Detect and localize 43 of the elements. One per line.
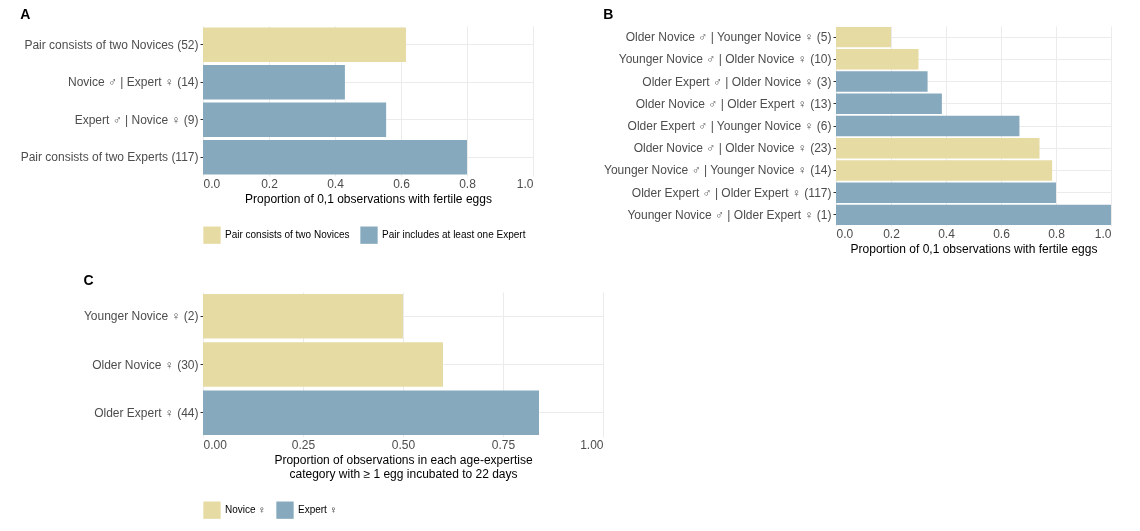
y-tick-label: Younger Novice ♂ | Younger Novice ♀ (14) [604,163,832,178]
x-tick-label: 0.6 [993,226,1011,241]
x-tick-label: 1.00 [580,437,604,452]
x-tick-label: 0.8 [1048,226,1066,241]
x-axis-title: Proportion of observations in each age-expertise category with ≥ 1 egg incubated to 22 days [274,452,533,481]
x-tick-label: 0.2 [883,226,901,241]
x-tick-label: 0.6 [393,176,411,191]
text: C [83,272,94,288]
legend-label: Pair includes at least one Expert [382,229,526,241]
y-tick-label: Older Novice ♂ | Older Expert ♀ (13) [635,96,832,111]
y-tick-label: Younger Novice ♂ | Older Expert ♀ (1) [627,207,832,222]
y-tick-label: Expert ♂ | Novice ♀ (9) [74,112,199,127]
x-tick-label: 0.00 [203,437,228,452]
x-tick-label: 1.0 [1094,226,1112,241]
y-tick-label: Older Expert ♂ | Older Novice ♀ (3) [642,74,832,89]
x-tick-label: 0.4 [327,176,345,191]
y-tick-label: Older Expert ♂ | Older Expert ♀ (117) [631,185,832,200]
y-tick-label: Older Novice ♂ | Older Novice ♀ (23) [633,141,832,156]
legend-label: Expert ♀ [298,504,338,516]
y-tick-label: Pair consists of two Novices (52) [24,37,199,52]
y-tick-label: Pair consists of two Experts (117) [20,150,199,165]
y-tick-label: Older Novice ♂ | Younger Novice ♀ (5) [625,30,832,45]
x-tick-label: 0.0 [203,176,221,191]
x-tick-label: 0.0 [836,226,854,241]
x-tick-label: 0.8 [459,176,477,191]
y-tick-label: Older Novice ♀ (30) [92,357,199,372]
x-axis-title: Proportion of 0,1 observations with fertile eggs [850,241,1098,256]
text: B [603,6,614,22]
legend-label: Pair consists of two Novices [225,229,350,241]
x-tick-label: 0.75 [491,437,516,452]
x-tick-label: 0.4 [938,226,956,241]
x-tick-label: 1.0 [516,176,534,191]
legend-label: Novice ♀ [225,504,266,516]
y-tick-label: Older Expert ♀ (44) [94,405,199,420]
x-axis-title: Proportion of 0,1 observations with fertile eggs [245,191,492,206]
y-tick-label: Younger Novice ♂ | Older Novice ♀ (10) [618,52,832,67]
y-tick-label: Younger Novice ♀ (2) [83,309,199,324]
text: A [20,6,31,22]
y-tick-label: Older Expert ♂ | Younger Novice ♀ (6) [627,119,832,133]
x-tick-label: 0.50 [391,437,416,452]
x-tick-label: 0.2 [261,176,279,191]
y-tick-label: Novice ♂ | Expert ♀ (14) [68,75,199,90]
x-tick-label: 0.25 [291,437,316,452]
